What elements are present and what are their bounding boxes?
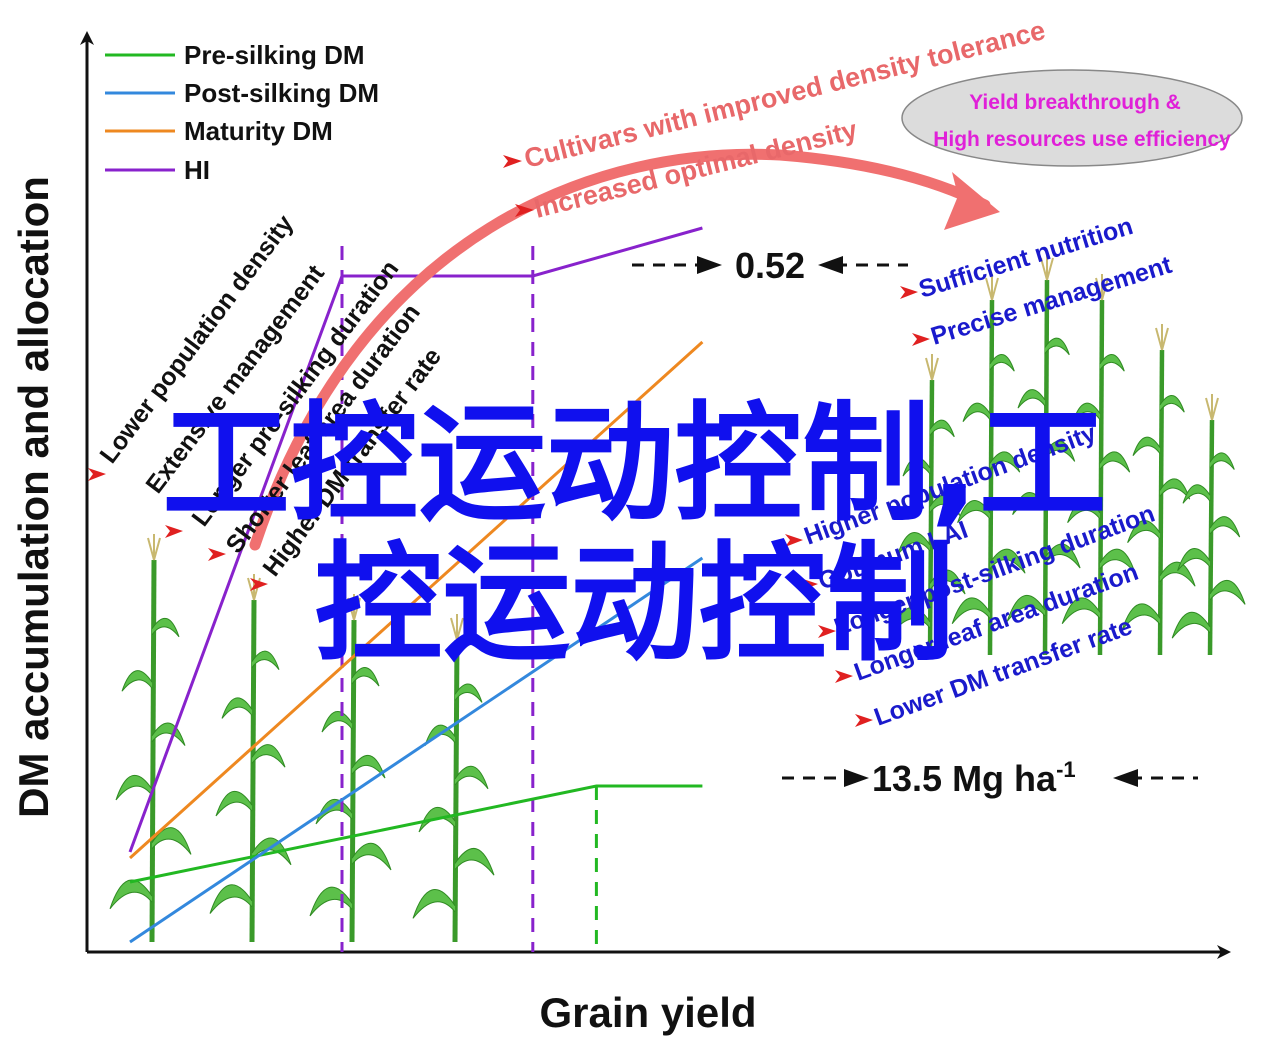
arrow-left-icon	[818, 256, 843, 274]
red-pointer-icon	[165, 525, 183, 538]
curved-arrow-shaft	[249, 148, 991, 551]
yield-value-group: 13.5 Mg ha-1	[782, 757, 1198, 799]
yield-value-label: 13.5 Mg ha-1	[872, 757, 1076, 799]
legend-label-pre-silking: Pre-silking DM	[184, 40, 365, 70]
red-pointer-icon	[835, 670, 853, 683]
left-annotations: Lower population density Extensive manag…	[88, 210, 447, 591]
arrow-right-icon	[697, 256, 722, 274]
yield-breakthrough-callout: Yield breakthrough & High resources use …	[901, 69, 1243, 167]
red-pointer-icon	[855, 714, 873, 727]
maize-plant	[109, 534, 192, 943]
red-pointer-icon	[800, 578, 818, 591]
y-axis-title: DM accumulation and allocation	[10, 176, 57, 818]
red-pointer-icon	[785, 534, 803, 547]
callout-line-1: Yield breakthrough &	[969, 91, 1181, 114]
series-line-hi	[128, 226, 703, 853]
maize-plant	[1121, 324, 1196, 656]
arrow-left-icon	[1113, 769, 1138, 787]
red-pointer-icon	[250, 578, 268, 591]
maize-plant	[1171, 394, 1246, 656]
legend-label-maturity: Maturity DM	[184, 116, 333, 146]
maize-plants-decoration	[109, 254, 1246, 943]
red-pointer-icon	[900, 286, 918, 299]
hi-value-group: 0.52	[632, 245, 908, 286]
red-pointer-icon	[88, 468, 106, 481]
series-line-pre-silking-dm	[129, 784, 703, 884]
density-arrow	[249, 148, 1000, 551]
callout-ellipse	[901, 69, 1243, 167]
x-axis-title: Grain yield	[539, 989, 756, 1036]
red-pointer-icon	[208, 548, 226, 561]
maize-plant	[891, 354, 966, 656]
right-annotations: Sufficient nutrition Precise management …	[785, 212, 1176, 732]
legend-label-post-silking: Post-silking DM	[184, 78, 379, 108]
maize-plant	[412, 614, 495, 943]
legend-label-hi: HI	[184, 155, 210, 185]
legend: Pre-silking DM Post-silking DM Maturity …	[105, 40, 379, 185]
maize-plant	[951, 274, 1026, 656]
series-line-maturity-dm	[128, 340, 704, 860]
red-pointer-icon	[503, 155, 522, 168]
arrow-right-icon	[844, 769, 869, 787]
maize-plant	[209, 574, 292, 943]
series-line-post-silking-dm	[129, 556, 704, 944]
maize-plant	[1006, 254, 1081, 656]
callout-line-2: High resources use efficiency	[933, 128, 1231, 151]
maize-plant	[1061, 274, 1136, 656]
series-lines	[128, 226, 704, 944]
red-pointer-icon	[515, 204, 534, 217]
curved-arrow-head	[944, 172, 1000, 230]
axes	[80, 31, 1231, 959]
red-pointer-icon	[912, 333, 930, 346]
reference-lines	[340, 246, 598, 952]
red-pointer-icon	[818, 625, 836, 638]
maize-plant	[309, 594, 392, 943]
hi-value-label: 0.52	[735, 245, 805, 286]
